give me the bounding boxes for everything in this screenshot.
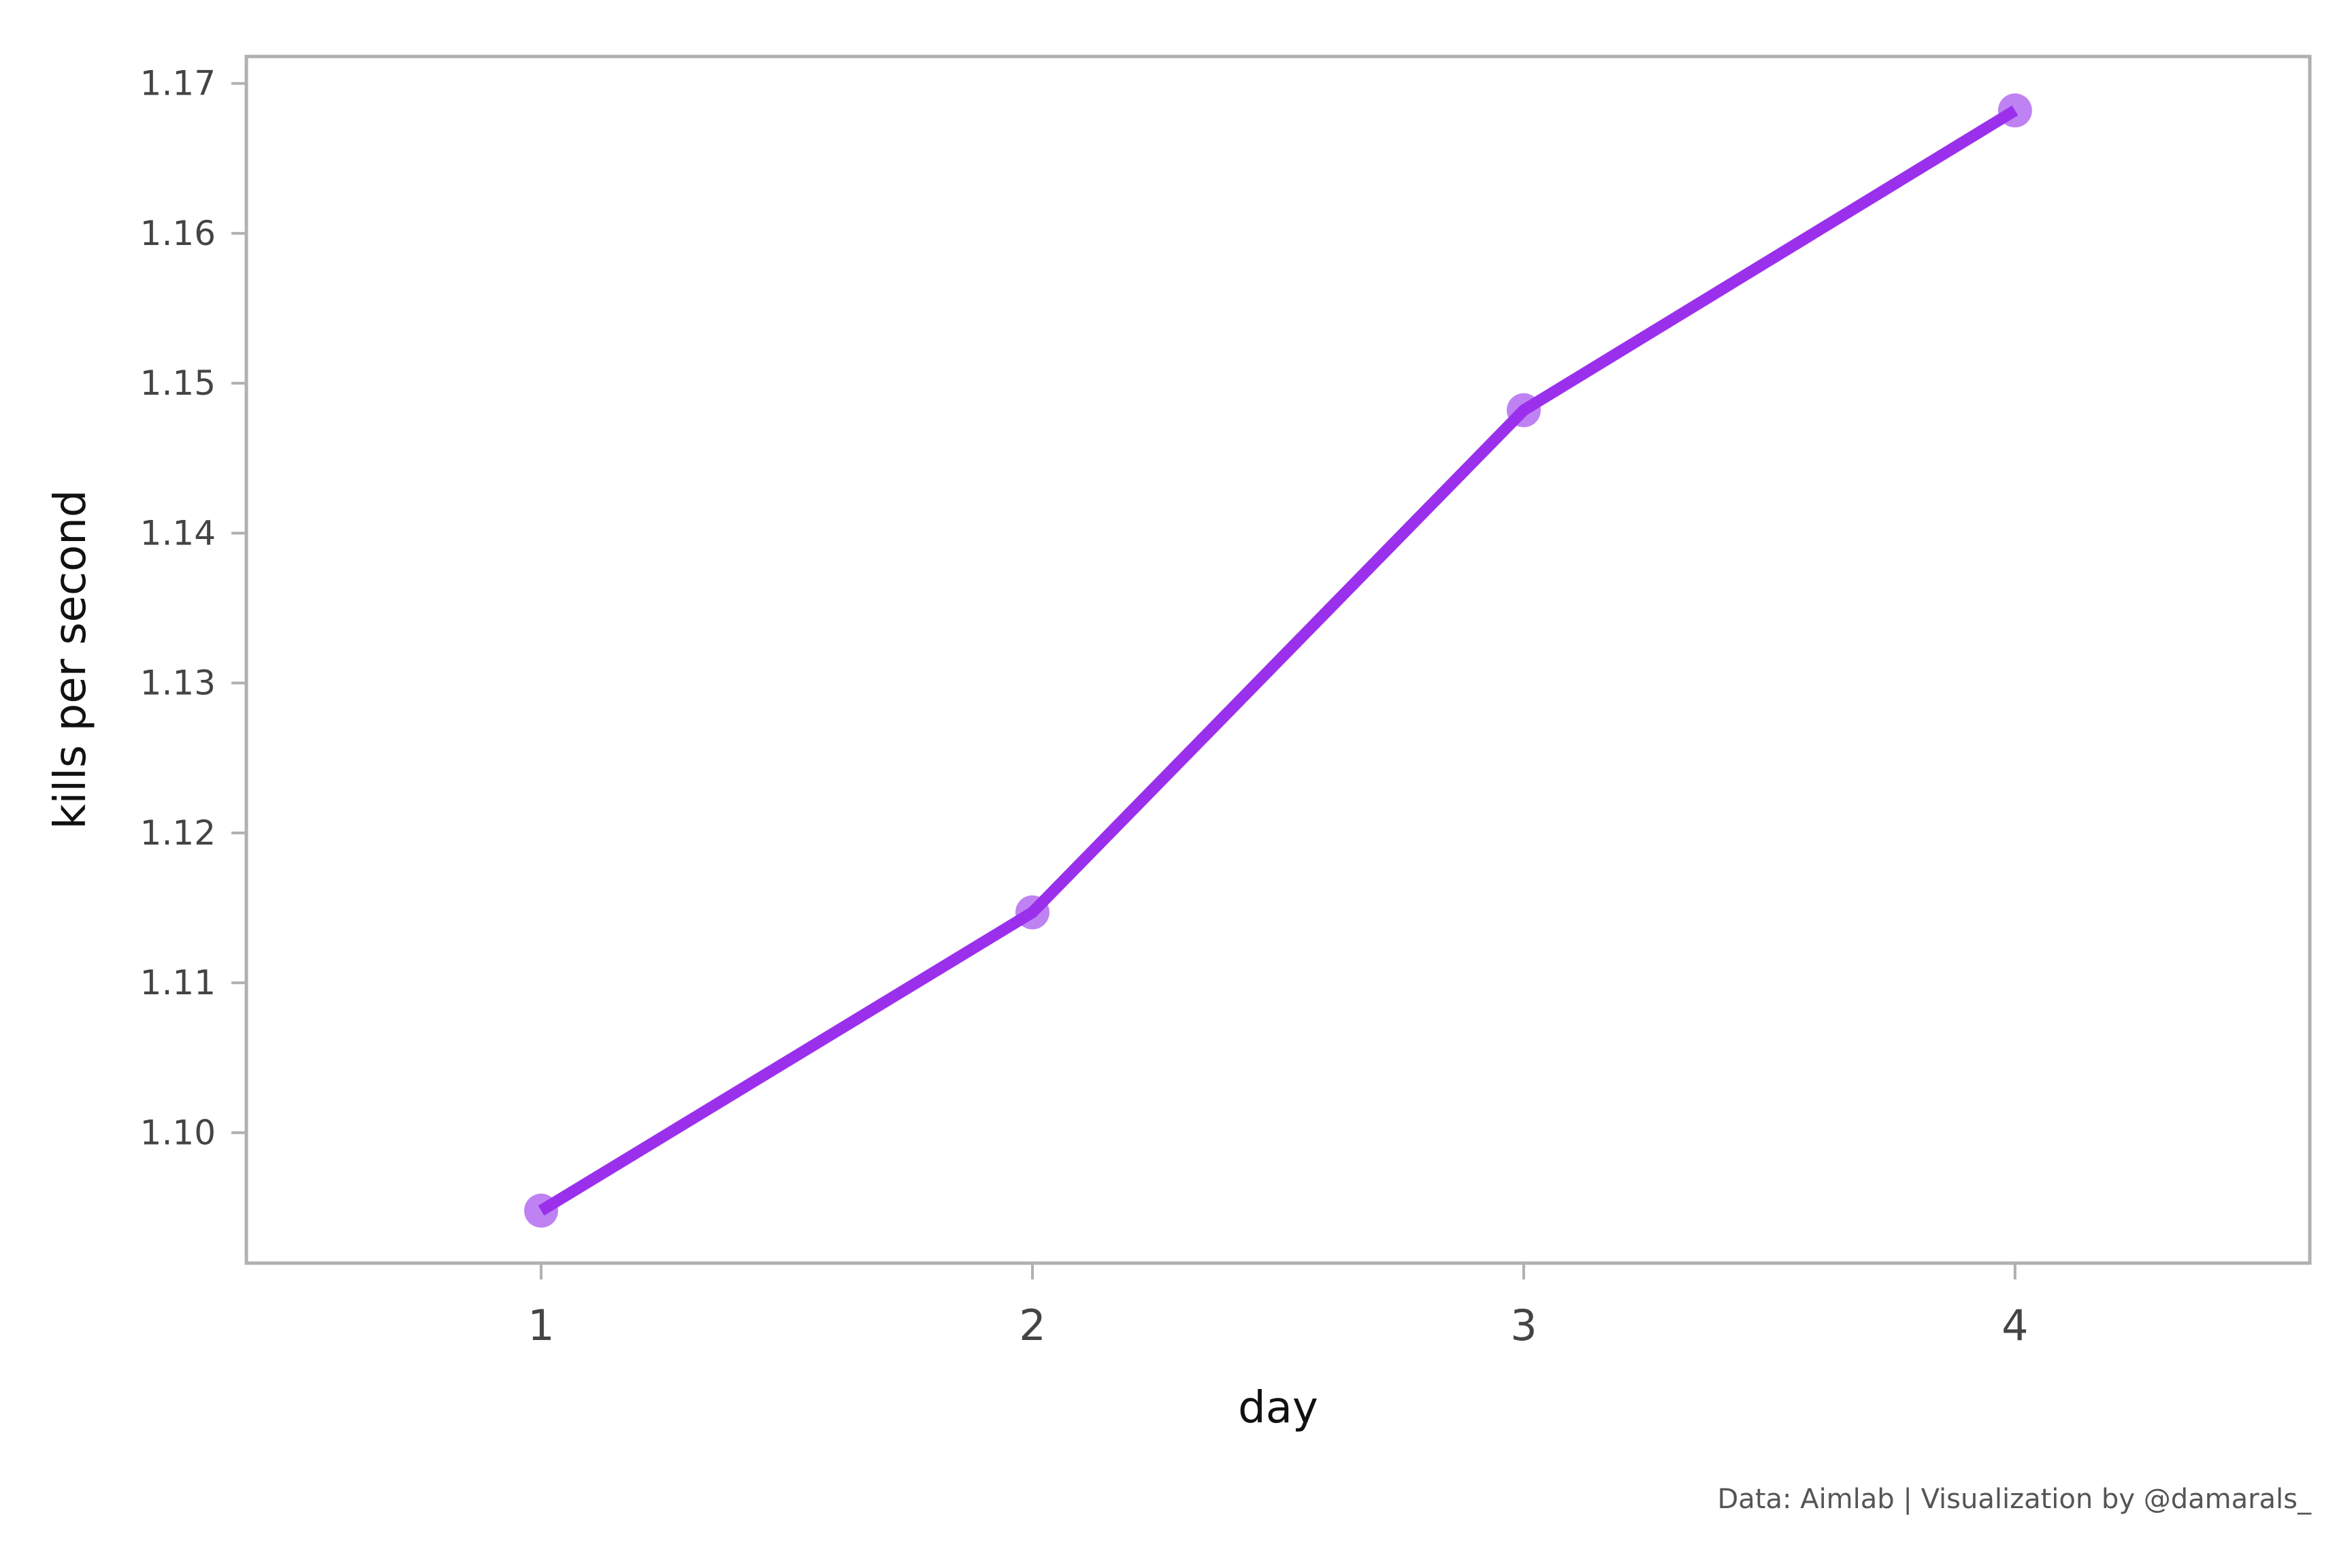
y-axis: 1.10 1.11 1.12 1.13 1.14 1.15 1.16 1.17 bbox=[140, 64, 246, 1153]
series-layer bbox=[524, 93, 2032, 1228]
y-tick-label: 1.15 bbox=[140, 363, 216, 403]
y-tick-label: 1.11 bbox=[140, 963, 216, 1002]
source-caption: Data: Aimlab | Visualization by @damaral… bbox=[1718, 1484, 2312, 1515]
y-tick-label: 1.14 bbox=[140, 513, 216, 553]
x-axis-label: day bbox=[1238, 1383, 1318, 1433]
x-axis: 1 2 3 4 bbox=[527, 1263, 2028, 1350]
x-tick-label: 2 bbox=[1019, 1301, 1045, 1350]
x-tick-label: 4 bbox=[2002, 1301, 2028, 1350]
x-tick-label: 1 bbox=[527, 1301, 554, 1350]
y-tick-label: 1.10 bbox=[140, 1113, 216, 1152]
y-tick-label: 1.17 bbox=[140, 64, 216, 103]
y-axis-label: kills per second bbox=[46, 490, 96, 830]
y-tick-label: 1.16 bbox=[140, 214, 216, 253]
series-line bbox=[541, 110, 2015, 1211]
x-tick-label: 3 bbox=[1510, 1301, 1537, 1350]
y-tick-label: 1.12 bbox=[140, 813, 216, 853]
y-tick-label: 1.13 bbox=[140, 664, 216, 703]
